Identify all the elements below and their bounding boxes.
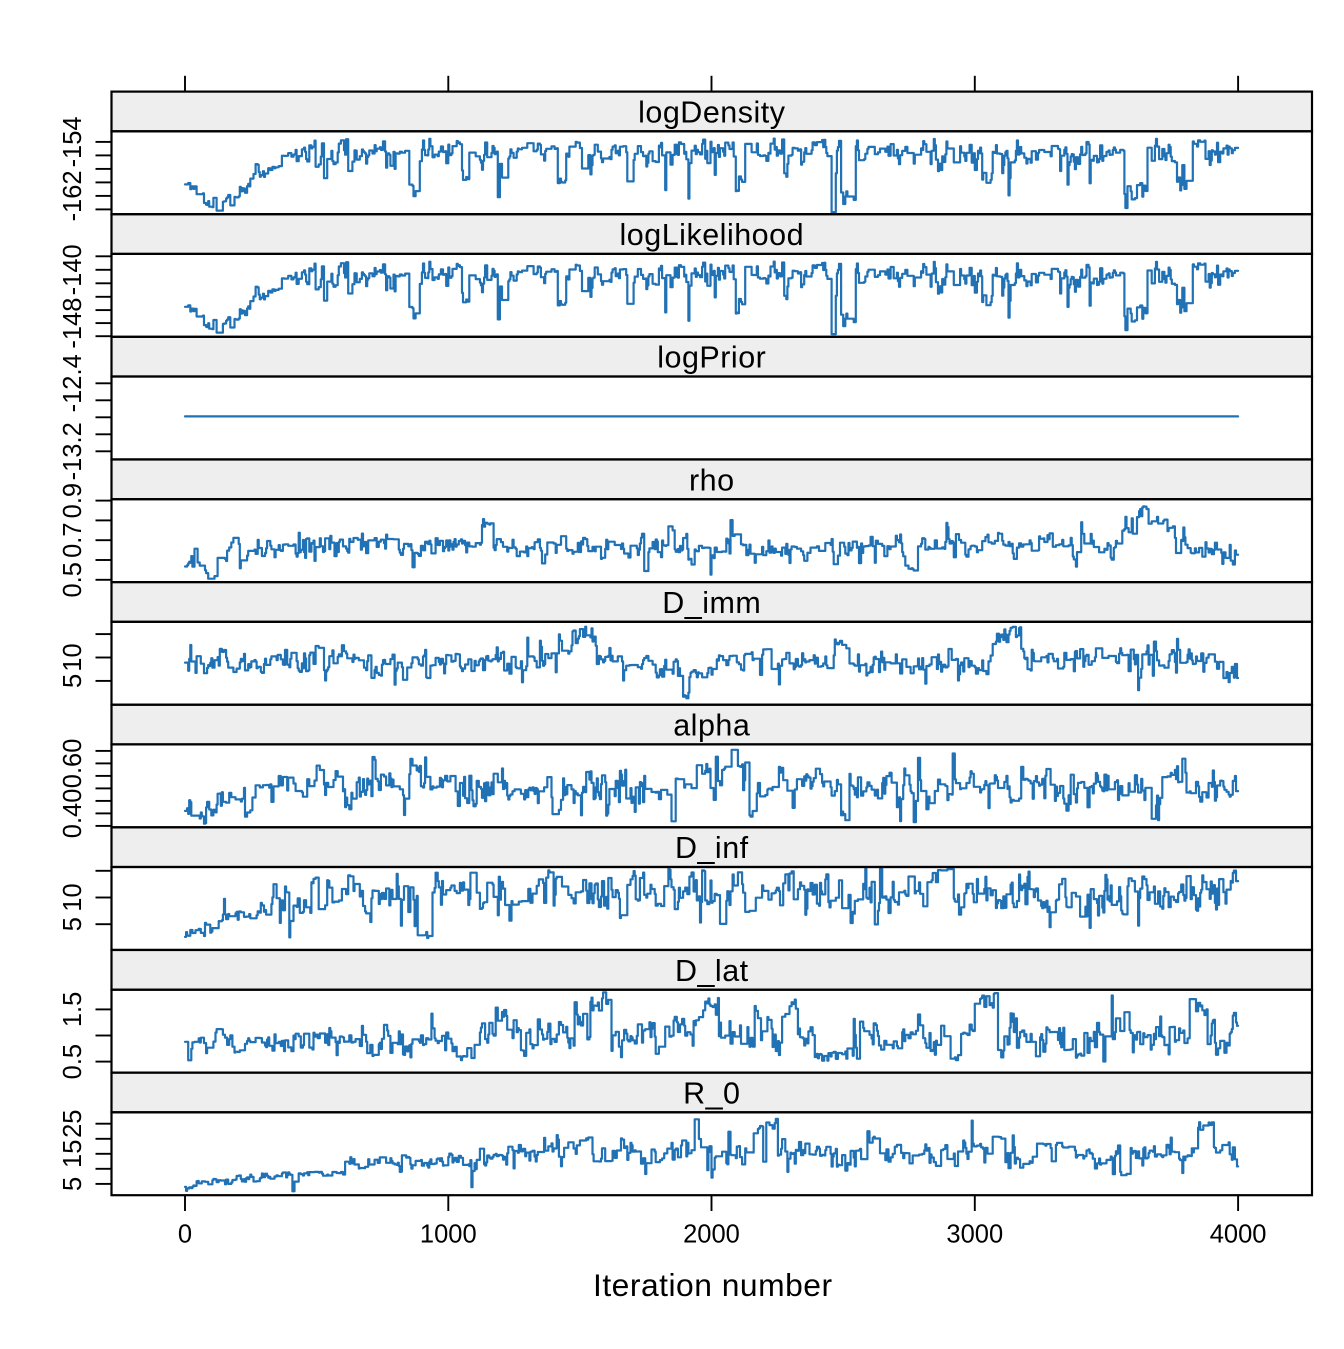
svg-text:alpha: alpha xyxy=(673,709,750,743)
svg-text:0.5: 0.5 xyxy=(59,1044,87,1079)
svg-text:5: 5 xyxy=(59,917,87,931)
svg-text:10: 10 xyxy=(59,883,87,911)
svg-text:logDensity: logDensity xyxy=(638,95,786,129)
svg-text:-162: -162 xyxy=(59,170,87,221)
svg-text:-12.4: -12.4 xyxy=(59,354,87,412)
svg-text:logLikelihood: logLikelihood xyxy=(620,218,805,252)
svg-text:0.5: 0.5 xyxy=(59,562,87,597)
svg-text:rho: rho xyxy=(689,463,735,497)
svg-text:10: 10 xyxy=(59,643,87,671)
svg-text:D_lat: D_lat xyxy=(675,954,749,988)
svg-text:5: 5 xyxy=(59,674,87,688)
svg-text:15: 15 xyxy=(59,1140,87,1168)
svg-text:D_imm: D_imm xyxy=(662,586,761,620)
svg-text:D_inf: D_inf xyxy=(675,831,749,865)
svg-text:4000: 4000 xyxy=(1210,1221,1267,1249)
svg-text:logPrior: logPrior xyxy=(657,341,766,375)
svg-text:R_0: R_0 xyxy=(683,1076,740,1110)
svg-text:1.5: 1.5 xyxy=(59,992,87,1027)
svg-text:-13.2: -13.2 xyxy=(59,422,87,480)
svg-text:5: 5 xyxy=(59,1177,87,1191)
svg-text:25: 25 xyxy=(59,1110,87,1138)
svg-text:0: 0 xyxy=(178,1221,192,1249)
svg-text:0.40: 0.40 xyxy=(59,789,87,839)
svg-text:1000: 1000 xyxy=(420,1221,477,1249)
svg-text:-148: -148 xyxy=(59,298,87,349)
svg-text:0.9: 0.9 xyxy=(59,483,87,518)
svg-text:2000: 2000 xyxy=(683,1221,740,1249)
svg-text:-140: -140 xyxy=(59,244,87,295)
svg-text:Iteration number: Iteration number xyxy=(593,1267,833,1303)
svg-text:3000: 3000 xyxy=(946,1221,1003,1249)
svg-text:0.7: 0.7 xyxy=(59,522,87,557)
svg-text:-154: -154 xyxy=(59,116,87,167)
svg-text:0.60: 0.60 xyxy=(59,739,87,789)
